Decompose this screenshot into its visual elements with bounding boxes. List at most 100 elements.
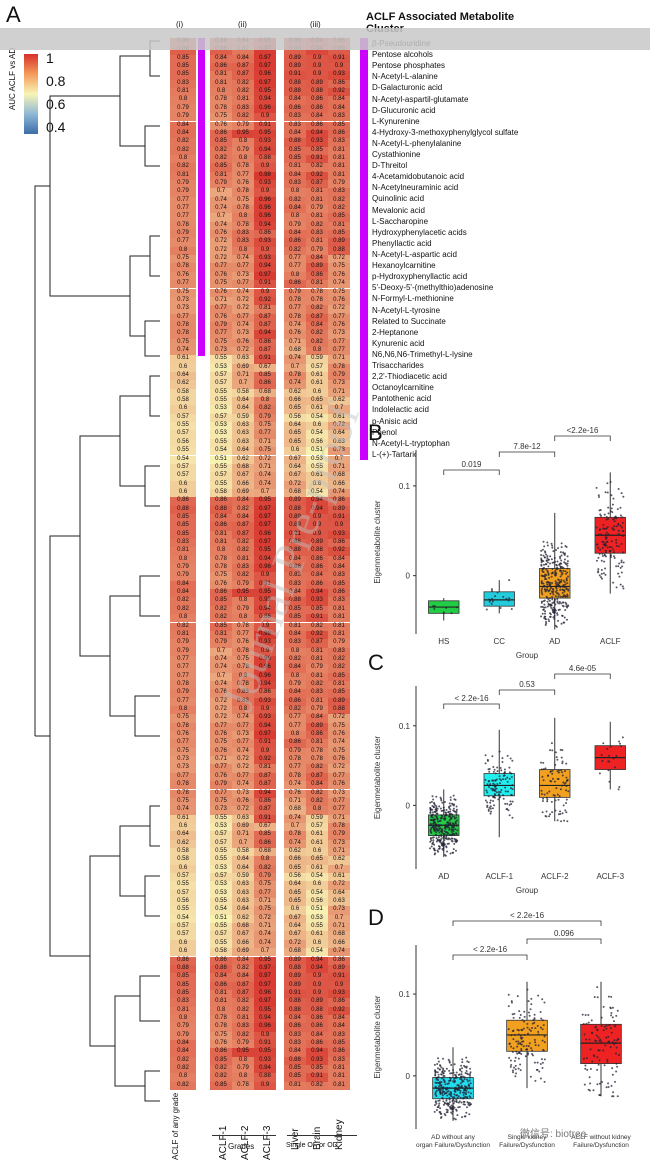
heatmap-cell: 0.72 bbox=[232, 296, 254, 306]
data-point bbox=[436, 1071, 439, 1074]
data-point bbox=[439, 1080, 442, 1083]
heatmap-cell: 0.83 bbox=[232, 104, 254, 114]
data-point bbox=[440, 833, 443, 836]
heatmap-cell: 0.85 bbox=[210, 1056, 232, 1066]
heatmap-cell: 0.84 bbox=[328, 555, 350, 565]
heatmap-cell: 0.51 bbox=[306, 906, 328, 915]
data-point bbox=[605, 531, 608, 534]
heatmap-cell: 0.86 bbox=[328, 956, 350, 965]
heatmap-cell: 0.82 bbox=[232, 1031, 254, 1040]
data-point bbox=[562, 569, 565, 572]
significance-bracket bbox=[452, 920, 602, 926]
heatmap-cell: 0.94 bbox=[306, 1048, 328, 1057]
heatmap-cell: 0.67 bbox=[232, 931, 254, 940]
data-point bbox=[537, 1030, 540, 1033]
heatmap-cell: 0.85 bbox=[210, 622, 232, 631]
data-point bbox=[455, 805, 458, 808]
heatmap-cell: 0.94 bbox=[254, 1065, 276, 1074]
heatmap-cell: 0.81 bbox=[328, 1073, 350, 1082]
data-point bbox=[461, 1061, 464, 1064]
data-point bbox=[610, 546, 613, 549]
data-point bbox=[492, 800, 495, 803]
heatmap-cell: 0.72 bbox=[210, 238, 232, 247]
heatmap-cell: 0.74 bbox=[232, 255, 254, 264]
data-point bbox=[551, 571, 554, 574]
data-point bbox=[540, 1017, 543, 1020]
data-point bbox=[449, 808, 452, 811]
heatmap-cell: 0.55 bbox=[306, 923, 328, 932]
heatmap-cell: 0.62 bbox=[328, 856, 350, 865]
data-point bbox=[463, 1076, 466, 1079]
heatmap-cell: 0.73 bbox=[232, 271, 254, 281]
data-point bbox=[540, 605, 543, 608]
data-point bbox=[494, 787, 497, 790]
heatmap-cell: 0.83 bbox=[284, 113, 306, 122]
x-tick-label: AD bbox=[438, 872, 449, 881]
heatmap-cell: 0.82 bbox=[232, 505, 254, 514]
data-point bbox=[520, 1043, 523, 1046]
data-point bbox=[507, 809, 510, 812]
heatmap-cell: 0.73 bbox=[210, 346, 232, 356]
heatmap-cell: 0.8 bbox=[170, 96, 196, 105]
heatmap-cell: 0.8 bbox=[284, 188, 306, 197]
heatmap-cell: 0.56 bbox=[170, 898, 196, 907]
data-point bbox=[621, 551, 624, 554]
heatmap-cell: 0.86 bbox=[210, 956, 232, 965]
heatmap-cell: 0.78 bbox=[210, 96, 232, 105]
x-tick-label: Single kidney bbox=[508, 1134, 547, 1141]
heatmap-cell: 0.81 bbox=[328, 171, 350, 180]
heatmap-cell: 0.85 bbox=[328, 1040, 350, 1049]
heatmap-cell: 0.83 bbox=[328, 1056, 350, 1066]
heatmap-cell: 0.73 bbox=[170, 296, 196, 306]
heatmap-cell: 0.94 bbox=[306, 497, 328, 506]
data-point bbox=[614, 1042, 617, 1045]
x-tick-label: AD without any bbox=[431, 1134, 475, 1141]
significance-bracket bbox=[498, 689, 556, 695]
data-point bbox=[600, 1081, 603, 1084]
data-point bbox=[449, 1072, 452, 1075]
heatmap-cell: 0.6 bbox=[170, 363, 196, 372]
data-point bbox=[607, 1040, 610, 1043]
data-point bbox=[434, 1070, 437, 1073]
p-value-label: 4.6e-05 bbox=[569, 664, 597, 673]
heatmap-cell: 0.54 bbox=[306, 430, 328, 439]
data-point bbox=[559, 551, 562, 554]
data-point bbox=[530, 997, 533, 1000]
heatmap-cell: 0.83 bbox=[284, 580, 306, 590]
heatmap-cell: 0.94 bbox=[254, 263, 276, 272]
heatmap-cell: 0.8 bbox=[254, 856, 276, 865]
data-point bbox=[489, 812, 492, 815]
data-point bbox=[506, 790, 509, 793]
data-point bbox=[545, 595, 548, 598]
data-point bbox=[430, 814, 433, 817]
heatmap-cell: 0.63 bbox=[328, 898, 350, 907]
data-point bbox=[615, 541, 618, 544]
data-point bbox=[557, 619, 560, 622]
data-point bbox=[460, 1064, 463, 1067]
data-point bbox=[565, 785, 568, 788]
x-tick-label: Failure/Dysfunction bbox=[573, 1142, 629, 1149]
heatmap-cell: 0.79 bbox=[232, 121, 254, 130]
heatmap-cell: 0.78 bbox=[170, 722, 196, 732]
data-point bbox=[456, 1084, 459, 1087]
heatmap-cell: 0.74 bbox=[254, 472, 276, 481]
heatmap-cell: 0.87 bbox=[254, 806, 276, 815]
data-point bbox=[559, 586, 562, 589]
metabolite-label: D-Glucuronic acid bbox=[372, 105, 436, 115]
data-point bbox=[507, 599, 510, 602]
heatmap-cell: 0.85 bbox=[210, 138, 232, 147]
heatmap-cell: 0.67 bbox=[284, 455, 306, 464]
data-point bbox=[450, 1104, 453, 1107]
metabolite-label: Pentose alcohols bbox=[372, 50, 433, 60]
heatmap-cell: 0.54 bbox=[306, 413, 328, 423]
heatmap-cell: 0.86 bbox=[284, 280, 306, 289]
heatmap-cell: 0.54 bbox=[306, 873, 328, 882]
data-point bbox=[540, 561, 543, 564]
heatmap-cell: 0.76 bbox=[210, 731, 232, 740]
heatmap-cell: 0.85 bbox=[306, 605, 328, 615]
data-point bbox=[446, 850, 449, 853]
heatmap-cell: 0.74 bbox=[170, 346, 196, 356]
data-point bbox=[560, 559, 563, 562]
data-point bbox=[604, 533, 607, 536]
heatmap-cell: 0.78 bbox=[232, 221, 254, 231]
